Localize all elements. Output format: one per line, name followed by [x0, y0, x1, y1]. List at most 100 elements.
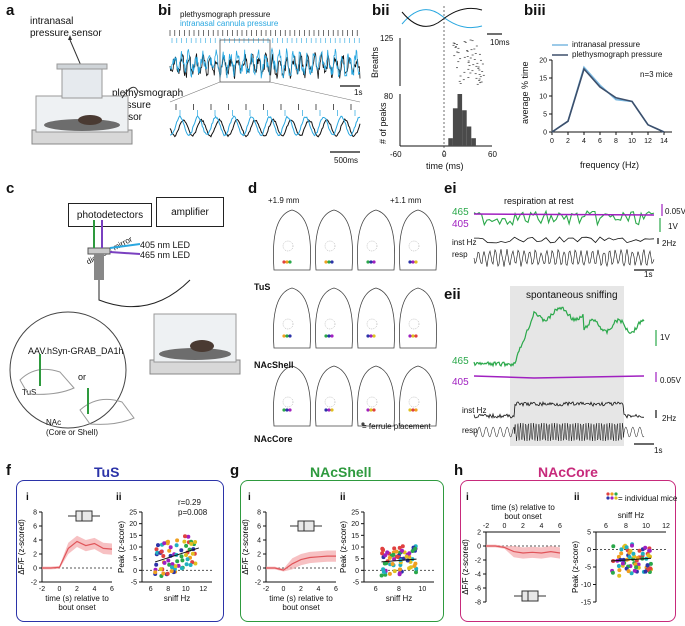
tus-trace-chart: -2 0 2 4 6 8 -2 0 2 4 6 ΔF/F (z-scored) time (s) rel…	[17, 510, 114, 613]
coronal-section	[273, 365, 311, 427]
scatter-point	[175, 559, 180, 564]
ferrule-placement	[411, 334, 415, 338]
scatter-point	[619, 551, 624, 556]
eii-insthz-trace	[473, 401, 645, 419]
scatter-point	[617, 568, 622, 573]
bi-legend-intranasal: intranasal cannula pressure	[180, 19, 279, 28]
fiber-setup-illustration	[9, 220, 241, 429]
eii-resp-trace	[473, 422, 645, 442]
scatter-point	[640, 551, 645, 556]
scatter-point	[179, 566, 184, 571]
scatter-point	[168, 545, 173, 550]
scatter-point	[380, 551, 385, 556]
trace-ytick-label: -2	[475, 558, 481, 565]
trace-ytick-label: 0	[33, 566, 37, 573]
biii-xtick-label: 0	[550, 138, 554, 145]
scatter-ytick-label: -15	[581, 600, 591, 607]
ei-405: 405	[452, 219, 469, 230]
scatter-ytick-label: 25	[351, 510, 359, 517]
ferrule-placement	[408, 408, 412, 412]
biii-legend-swatches	[552, 44, 568, 56]
trace-boxplot-box	[521, 590, 539, 602]
title-tus: TuS	[94, 464, 120, 480]
trace-ytick-label: -2	[31, 580, 37, 587]
scatter-ytick-label: 5	[133, 556, 137, 563]
scatter-point	[616, 564, 621, 568]
scatter-point	[397, 572, 402, 577]
trace-xtick-label: -2	[483, 523, 489, 530]
d-core-label: NAcCore	[254, 434, 293, 444]
ferrule-placement	[369, 334, 373, 338]
coronal-section	[357, 365, 395, 427]
bii-xtick-60: 60	[488, 150, 497, 159]
ferrule-placement	[330, 334, 334, 338]
ferrule-placement	[285, 260, 289, 264]
scatter-point	[414, 570, 418, 575]
eii-resp: resp	[462, 426, 478, 435]
label-fi: i	[26, 492, 29, 503]
scatter-point	[161, 554, 166, 558]
scatter-point	[630, 543, 634, 548]
scatter-point	[379, 573, 384, 578]
d-tus-label: TuS	[254, 282, 271, 292]
scatter-point	[397, 545, 402, 550]
trace-ytick-label: -6	[475, 586, 481, 593]
scatter-point	[193, 561, 198, 566]
scatter-point	[648, 554, 652, 559]
bii-hist-bar	[462, 110, 467, 146]
eii-scale-005v: 0.05V	[660, 376, 681, 385]
coronal-region	[282, 318, 294, 330]
ferrule-placement	[288, 408, 292, 412]
trace-ytick-label: 6	[257, 524, 261, 531]
panel-label-d: d	[248, 180, 258, 197]
label-gii: ii	[340, 492, 346, 503]
trace-ytick-label: 0	[477, 544, 481, 551]
plethysmograph-illustration	[31, 35, 139, 145]
scatter-fit-line	[381, 558, 417, 563]
bii-xtick-neg60: -60	[390, 150, 402, 159]
scatter-point	[384, 561, 389, 566]
trace-xtick-label: 6	[334, 586, 338, 593]
scatter-point	[394, 554, 399, 559]
mice-legend-dot	[606, 492, 610, 496]
scatter-xtick-label: 12	[199, 586, 207, 593]
scatter-point	[176, 563, 181, 568]
trace-xtick-label: -2	[39, 586, 45, 593]
trace-ytick-label: 2	[477, 530, 481, 537]
trace-xtick-label: 4	[540, 523, 544, 530]
ferrule-placement	[330, 260, 334, 264]
c-tus-label: TuS	[22, 388, 37, 397]
bii-peaks-tick: 80	[384, 92, 393, 101]
scatter-point	[179, 548, 184, 553]
trace-xtick-label: 4	[317, 586, 321, 593]
scatter-xtick-label: 6	[149, 586, 153, 593]
biii-note: n=3 mice	[640, 70, 673, 79]
scatter-point	[404, 554, 409, 559]
trace-ylabel: ΔF/F (z-scored)	[241, 519, 250, 575]
d-coord-1: +1.9 mm	[268, 196, 300, 205]
ferrule-placement	[285, 334, 289, 338]
ferrule-placement	[330, 408, 334, 412]
scatter-point	[400, 548, 404, 553]
label-hii: ii	[574, 492, 580, 503]
coronal-section	[273, 287, 311, 349]
scatter-point	[183, 534, 187, 539]
coronal-sections	[273, 209, 437, 427]
scatter-point	[387, 555, 392, 560]
bii-xlabel: time (ms)	[426, 161, 464, 171]
scatter-ytick-label: 5	[587, 530, 591, 537]
card-tus	[16, 480, 224, 622]
trace-sem-band	[266, 550, 336, 572]
scatter-point	[159, 549, 164, 554]
coronal-section	[315, 287, 353, 349]
card-naccore	[460, 480, 676, 622]
trace-ytick-label: -4	[475, 572, 481, 579]
panel-label-c: c	[6, 180, 15, 197]
trace-sem-band	[42, 535, 112, 570]
bi-scale-500ms: 500ms	[334, 156, 359, 165]
scatter-point	[173, 564, 178, 569]
panel-label-bii: bii	[372, 2, 390, 19]
scatter-ytick-label: 0	[355, 568, 359, 575]
brain-sketches	[19, 354, 135, 425]
coronal-region	[324, 396, 336, 408]
